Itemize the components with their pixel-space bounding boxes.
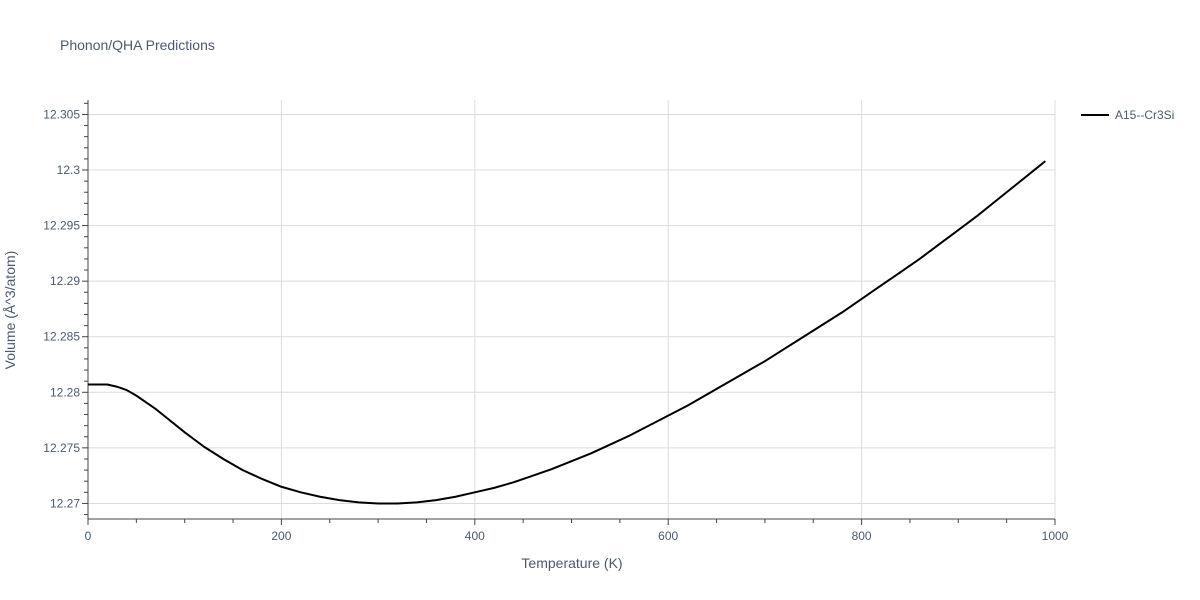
- y-tick-label: 12.29: [50, 274, 80, 288]
- legend-label: A15--Cr3Si: [1115, 108, 1174, 122]
- y-tick-label: 12.295: [43, 219, 80, 233]
- y-tick-label: 12.305: [43, 107, 80, 121]
- axes-layer: 0 200 400 600 800 1000 12.27 12.275 12.28 12.285 1…: [43, 100, 1069, 543]
- series-layer: [88, 160, 1046, 505]
- x-tick-label: 600: [658, 529, 678, 543]
- y-tick-label: 12.27: [50, 496, 80, 510]
- x-tick-label: 800: [852, 529, 872, 543]
- y-tick-label: 12.28: [50, 385, 80, 399]
- legend[interactable]: A15--Cr3Si: [1081, 108, 1174, 122]
- x-axis-title: Temperature (K): [521, 555, 622, 571]
- x-tick-label: 1000: [1042, 529, 1069, 543]
- y-tick-label: 12.3: [57, 163, 81, 177]
- series-line: [88, 160, 1046, 505]
- grid-layer: [88, 100, 1056, 519]
- x-tick-label: 0: [85, 529, 92, 543]
- chart-title: Phonon/QHA Predictions: [60, 37, 215, 53]
- y-axis-title: Volume (Å^3/atom): [2, 251, 18, 370]
- x-tick-label: 400: [465, 529, 485, 543]
- y-tick-label: 12.285: [43, 330, 80, 344]
- y-tick-label: 12.275: [43, 441, 80, 455]
- x-tick-label: 200: [271, 529, 291, 543]
